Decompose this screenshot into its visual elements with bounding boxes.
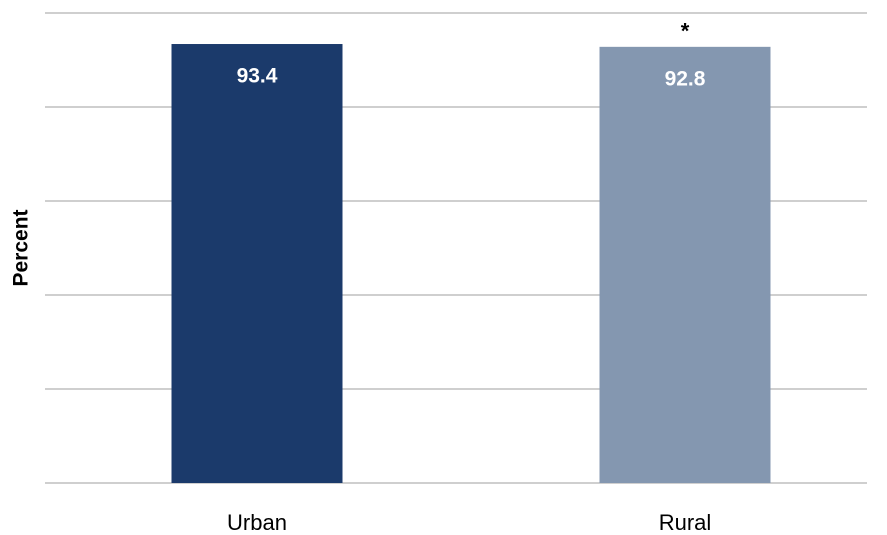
x-tick-label: Rural <box>659 510 712 535</box>
x-tick-label: Urban <box>227 510 287 535</box>
bar <box>599 46 771 484</box>
value-label: 92.8 <box>665 67 706 90</box>
value-label: 93.4 <box>237 65 278 88</box>
bar <box>171 44 343 484</box>
annotation: * <box>681 19 690 44</box>
y-axis-label: Percent <box>10 209 33 286</box>
